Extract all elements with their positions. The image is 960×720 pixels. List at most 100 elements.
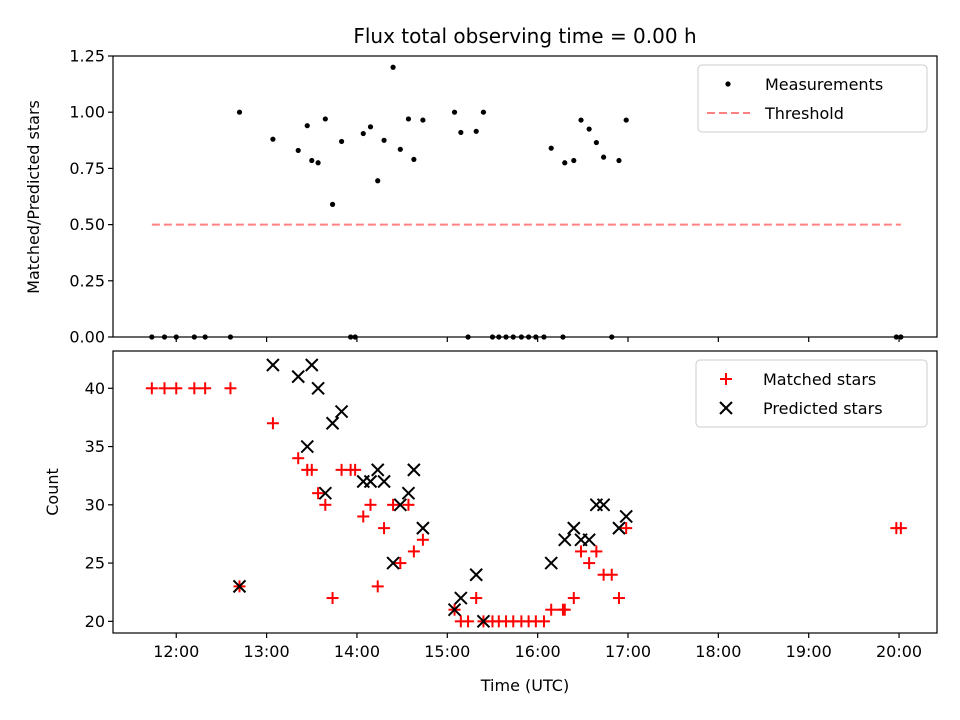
point-matched-stars	[590, 545, 603, 558]
point-matched-stars	[357, 510, 370, 523]
y-tick-label: 1.25	[69, 47, 105, 66]
point-predicted-stars	[305, 358, 319, 372]
point-measurements	[322, 116, 328, 122]
y-tick-label: 0.75	[69, 159, 105, 178]
y-tick-label: 20	[85, 612, 105, 631]
point-predicted-stars	[544, 556, 558, 570]
point-matched-stars	[312, 487, 325, 500]
point-matched-stars	[402, 498, 415, 511]
point-predicted-stars	[371, 463, 385, 477]
point-measurements	[623, 117, 629, 123]
y-axis-label-ratio: Matched/Predicted stars	[24, 100, 43, 294]
point-measurements	[405, 116, 412, 122]
x-ticks-time: 12:00 13:00 14:00 15:00 16:00 17:00 18:00 19:00…	[153, 633, 922, 661]
y-tick-label: 25	[85, 554, 105, 573]
legend-label-predicted: Predicted stars	[763, 399, 883, 418]
y-tick-label: 0.50	[69, 215, 105, 234]
point-matched-stars	[378, 522, 391, 535]
point-matched-stars	[612, 592, 625, 605]
x-tick-label: 13:00	[244, 642, 290, 661]
point-matched-stars	[462, 615, 475, 628]
y-tick-label: 35	[85, 437, 105, 456]
point-matched-stars	[394, 557, 407, 570]
panel-ratio: Flux total observing time = 0.00 h Match…	[24, 24, 938, 347]
y-tick-label: 0.25	[69, 271, 105, 290]
point-predicted-stars	[416, 521, 430, 535]
x-tick-label: 14:00	[334, 642, 380, 661]
point-measurements	[236, 109, 243, 115]
legend-count: Matched stars Predicted stars	[695, 359, 928, 428]
point-predicted-stars	[393, 498, 408, 512]
plot-area-ratio	[149, 64, 904, 340]
y-tick-label: 0.00	[69, 328, 105, 347]
legend-label-threshold: Threshold	[764, 104, 844, 123]
legend-ratio: Measurements Threshold	[697, 64, 928, 133]
chart-title: Flux total observing time = 0.00 h	[353, 24, 696, 48]
point-measurements	[397, 146, 403, 152]
y-ticks-ratio: 0.00 0.25 0.50 0.75 1.00 1.25	[69, 47, 113, 347]
y-tick-label: 40	[85, 379, 105, 398]
x-tick-label: 15:00	[424, 642, 470, 661]
point-matched-stars	[620, 522, 633, 535]
legend-box-count	[695, 359, 928, 428]
point-predicted-stars	[447, 602, 462, 617]
point-measurements	[315, 160, 321, 166]
point-measurements	[473, 128, 479, 134]
point-measurements	[578, 117, 584, 123]
y-tick-label: 30	[85, 495, 105, 514]
point-predicted-stars	[232, 579, 247, 594]
point-matched-stars	[575, 545, 588, 558]
point-matched-stars	[407, 545, 420, 558]
point-predicted-stars	[377, 474, 391, 489]
point-predicted-stars	[334, 404, 349, 419]
point-matched-stars	[545, 603, 558, 616]
x-axis-label-time: Time (UTC)	[480, 676, 569, 695]
point-predicted-stars	[454, 591, 468, 605]
legend-marker-measurements	[725, 81, 731, 87]
point-matched-stars	[158, 382, 171, 395]
point-measurements	[375, 178, 381, 184]
x-tick-label: 16:00	[515, 642, 561, 661]
y-axis-label-count: Count	[43, 468, 62, 516]
point-predicted-stars	[325, 416, 340, 430]
y-ticks-count: 20 25 30 35 40	[85, 379, 113, 631]
legend-marker-predicted	[719, 401, 733, 415]
point-predicted-stars	[363, 474, 378, 489]
point-predicted-stars	[469, 568, 483, 582]
point-matched-stars	[319, 498, 332, 511]
point-matched-stars	[583, 557, 596, 570]
point-measurements	[309, 157, 315, 164]
point-predicted-stars	[612, 521, 626, 535]
point-matched-stars	[567, 592, 580, 605]
point-matched-stars	[224, 382, 237, 395]
point-matched-stars	[387, 498, 400, 511]
point-measurements	[390, 64, 396, 70]
point-measurements	[458, 129, 464, 136]
point-matched-stars	[470, 592, 483, 605]
point-measurements	[304, 123, 310, 129]
point-matched-stars	[416, 533, 429, 546]
point-predicted-stars	[266, 358, 280, 372]
point-matched-stars	[188, 382, 201, 395]
point-predicted-stars	[300, 439, 314, 454]
point-predicted-stars	[291, 369, 305, 384]
point-measurements	[367, 124, 374, 130]
point-measurements	[338, 138, 345, 145]
point-measurements	[601, 154, 607, 160]
axes-frame-count	[112, 350, 938, 634]
point-predicted-stars	[596, 498, 611, 512]
x-tick-label: 20:00	[876, 642, 922, 661]
x-tick-label: 18:00	[695, 642, 741, 661]
point-matched-stars	[326, 592, 339, 605]
point-matched-stars	[364, 498, 377, 511]
point-matched-stars	[292, 452, 305, 465]
point-matched-stars	[537, 615, 550, 628]
point-measurements	[593, 139, 599, 146]
point-matched-stars	[349, 463, 362, 476]
point-predicted-stars	[407, 463, 421, 477]
point-measurements	[295, 147, 301, 154]
legend-label-measurements: Measurements	[765, 75, 883, 94]
legend-marker-matched	[720, 373, 732, 385]
point-matched-stars	[894, 522, 907, 535]
